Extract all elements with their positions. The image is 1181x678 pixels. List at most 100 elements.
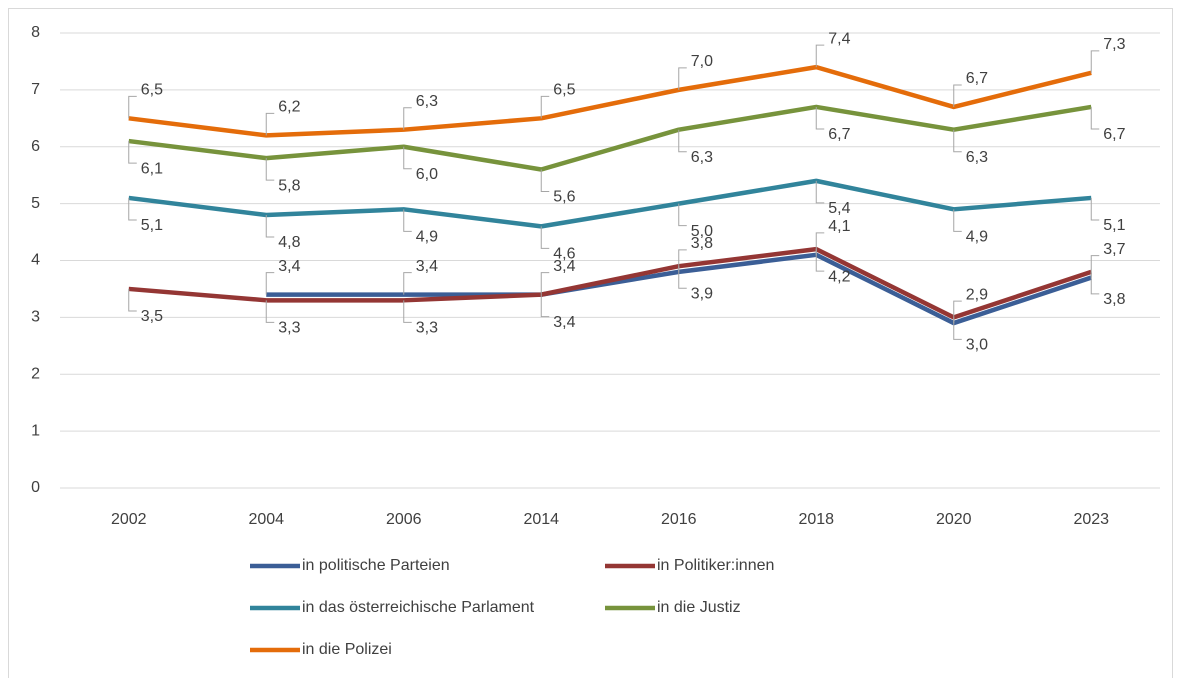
data-label: 3,8: [691, 235, 713, 252]
label-leader: [1090, 50, 1100, 73]
label-leader: [265, 215, 275, 238]
label-leader: [815, 180, 825, 204]
label-leader: [815, 232, 825, 255]
label-leader: [540, 272, 550, 295]
y-tick-label: 8: [31, 24, 40, 41]
y-tick-label: 1: [31, 422, 40, 439]
label-leader: [953, 317, 962, 340]
data-label: 6,0: [416, 166, 438, 183]
data-label: 3,5: [141, 308, 163, 325]
label-leader: [128, 95, 137, 119]
label-leader: [953, 209, 962, 232]
data-label: 6,5: [553, 82, 575, 99]
series-line: [128, 246, 1092, 320]
y-tick-label: 2: [31, 365, 40, 382]
x-tick-label: 2018: [798, 511, 834, 528]
data-label: 3,3: [416, 320, 438, 337]
y-tick-label: 3: [31, 309, 40, 326]
label-leader: [265, 158, 275, 181]
legend-label: in politische Parteien: [302, 557, 450, 574]
data-label: 6,7: [828, 126, 850, 143]
x-tick-label: 2020: [936, 511, 972, 528]
data-label: 3,8: [1103, 291, 1125, 308]
y-tick-label: 5: [31, 195, 40, 212]
series-line: [128, 178, 1092, 229]
data-label: 3,4: [553, 314, 575, 331]
label-leader: [1090, 106, 1100, 130]
data-label: 3,4: [278, 258, 300, 275]
series-line: [128, 64, 1092, 138]
data-label: 4,2: [828, 268, 850, 285]
chart-border: [8, 8, 1173, 678]
label-leader: [128, 141, 137, 164]
label-leader: [678, 129, 687, 153]
label-leader: [128, 288, 137, 312]
legend-label: in die Polizei: [302, 641, 392, 658]
x-tick-label: 2002: [111, 511, 147, 528]
label-leader: [678, 67, 687, 90]
data-label: 3,9: [691, 285, 713, 302]
data-label: 3,4: [416, 258, 438, 275]
data-label: 5,4: [828, 200, 850, 217]
label-leader: [1090, 255, 1100, 278]
data-label: 4,9: [416, 229, 438, 246]
data-label: 3,3: [278, 320, 300, 337]
label-leader: [403, 272, 412, 295]
label-leader: [128, 197, 137, 221]
label-leader: [540, 294, 550, 318]
x-tick-label: 2014: [523, 511, 559, 528]
legend-label: in Politiker:innen: [657, 557, 774, 574]
data-label: 5,6: [553, 189, 575, 206]
data-label: 5,1: [141, 217, 163, 234]
label-leader: [953, 129, 962, 153]
y-tick-label: 7: [31, 81, 40, 98]
data-label: 5,0: [691, 223, 713, 240]
data-label: 5,8: [278, 177, 300, 194]
x-tick-label: 2016: [661, 511, 697, 528]
data-label: 4,9: [966, 229, 988, 246]
label-leader: [678, 266, 687, 289]
data-label: 4,6: [553, 246, 575, 263]
legend-label: in das österreichische Parlament: [302, 599, 535, 616]
data-label: 6,3: [416, 93, 438, 110]
series-line: [128, 104, 1092, 172]
label-leader: [403, 107, 412, 130]
y-tick-label: 0: [31, 479, 40, 496]
data-label: 6,7: [966, 70, 988, 87]
data-label: 3,4: [553, 258, 575, 275]
label-leader: [540, 169, 550, 192]
data-label: 6,7: [1103, 126, 1125, 143]
data-label: 6,2: [278, 99, 300, 116]
data-label: 6,5: [141, 82, 163, 99]
label-leader: [815, 249, 825, 272]
label-leader: [540, 226, 550, 249]
data-label: 5,1: [1103, 217, 1125, 234]
data-label: 6,3: [691, 149, 713, 166]
x-tick-label: 2004: [248, 511, 284, 528]
data-label: 3,7: [1103, 241, 1125, 258]
y-tick-label: 4: [31, 252, 40, 269]
label-leader: [1090, 271, 1100, 295]
label-leader: [815, 106, 825, 130]
label-leader: [265, 272, 275, 295]
data-label: 7,4: [828, 30, 850, 47]
data-label: 6,1: [141, 160, 163, 177]
x-tick-label: 2006: [386, 511, 422, 528]
label-leader: [953, 84, 962, 107]
legend-label: in die Justiz: [657, 599, 741, 616]
x-tick-label: 2023: [1073, 511, 1109, 528]
label-leader: [678, 203, 687, 227]
label-leader: [815, 44, 825, 68]
label-leader: [1090, 197, 1100, 221]
data-label: 7,0: [691, 53, 713, 70]
label-leader: [678, 249, 687, 272]
label-leader: [403, 209, 412, 232]
data-label: 4,8: [278, 234, 300, 251]
label-leader: [265, 300, 275, 323]
label-leader: [403, 146, 412, 170]
data-label: 7,3: [1103, 36, 1125, 53]
data-label: 6,3: [966, 149, 988, 166]
label-leader: [403, 300, 412, 323]
data-label: 2,9: [966, 286, 988, 303]
